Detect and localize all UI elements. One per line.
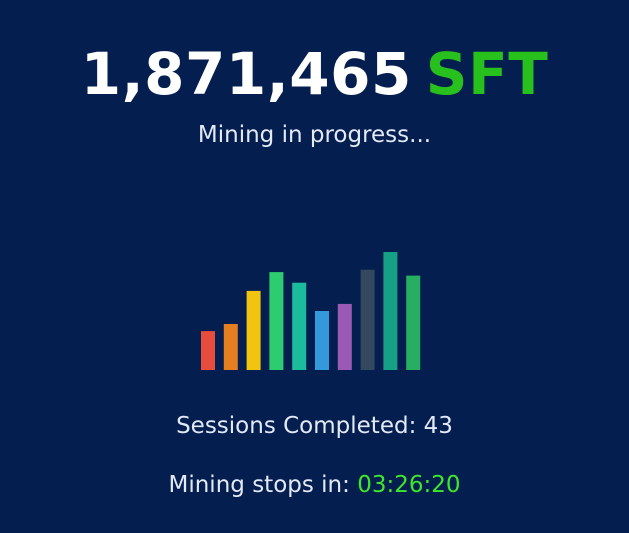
- sessions-count: 43: [423, 413, 453, 439]
- countdown-timer: 03:26:20: [357, 472, 461, 498]
- sessions-label: Sessions Completed:: [176, 413, 417, 439]
- countdown-label: Mining stops in:: [168, 472, 350, 498]
- balance-amount: 1,871,465: [80, 40, 412, 108]
- activity-bar-9: [383, 252, 398, 370]
- balance-display: 1,871,465 SFT: [0, 38, 629, 110]
- activity-bar-7: [337, 303, 352, 370]
- activity-bar-4: [269, 272, 284, 370]
- activity-bar-10: [406, 275, 421, 370]
- activity-bar-2: [223, 324, 238, 370]
- mining-status: Mining in progress...: [197, 122, 432, 148]
- mining-countdown: Mining stops in: 03:26:20: [0, 469, 629, 501]
- activity-bar-6: [315, 311, 329, 370]
- activity-bar-5: [292, 282, 307, 370]
- activity-bar-8: [360, 269, 375, 370]
- activity-bar-1: [201, 331, 215, 370]
- mining-activity-chart: [201, 252, 421, 370]
- sessions-completed: Sessions Completed: 43: [0, 410, 629, 442]
- activity-bar-3: [246, 290, 261, 370]
- balance-unit: SFT: [425, 40, 549, 108]
